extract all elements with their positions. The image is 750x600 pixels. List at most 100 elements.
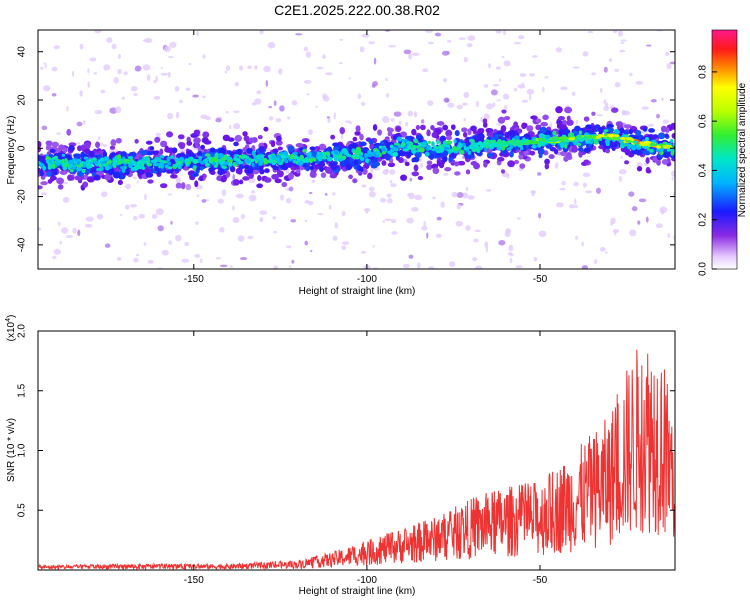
spectrogram-noise-cell <box>179 99 183 104</box>
spectrogram-noise-cell <box>185 87 191 91</box>
spectrogram-noise-cell <box>315 105 318 108</box>
spectrogram-noise-cell <box>117 53 122 59</box>
spectrogram-noise-cell <box>143 242 147 246</box>
spectrogram-noise-cell <box>555 47 562 53</box>
spectrogram-peak-cell <box>576 135 583 139</box>
spectrogram-cell <box>159 161 165 167</box>
spectrogram-cell <box>585 124 593 130</box>
spectrogram-noise-cell <box>184 241 190 247</box>
spectrogram-cell <box>458 143 463 149</box>
spectrogram-noise-cell <box>502 93 510 100</box>
spectrogram-noise-cell <box>238 65 244 71</box>
spectrogram-noise-cell <box>361 33 370 38</box>
spectrogram-noise-cell <box>628 191 635 197</box>
spectrogram-cell <box>452 145 457 151</box>
spectrogram-cell <box>597 126 605 134</box>
spectrogram-cell <box>239 179 244 185</box>
spectrogram-noise-cell <box>483 113 490 120</box>
spectrogram-noise-cell <box>490 89 498 96</box>
spectrogram-noise-cell <box>371 83 376 88</box>
spectrogram-noise-cell <box>463 117 466 122</box>
spectrogram-noise-cell <box>248 194 257 202</box>
spectrogram-noise-cell <box>427 41 435 45</box>
spectrogram-cell <box>67 174 74 181</box>
spectrogram-noise-cell <box>142 64 151 71</box>
spectrogram-cell <box>355 125 361 132</box>
spectrogram-noise-cell <box>604 251 608 254</box>
spectrogram-noise-cell <box>237 235 245 242</box>
spectrogram-cell <box>295 142 304 148</box>
spectrogram-cell <box>235 160 239 165</box>
spectrogram-noise-cell <box>288 186 294 192</box>
spectrogram-cell <box>285 162 293 168</box>
spectrogram-cell <box>213 157 219 163</box>
svg-text:(x104): (x104) <box>5 315 17 342</box>
spectrogram-noise-cell <box>121 96 125 100</box>
colorbar-ticks: 0.0 0.2 0.4 0.6 0.8 <box>698 64 717 276</box>
spectrogram-noise-cell <box>559 187 566 191</box>
spectrogram-noise-cell <box>169 41 177 49</box>
spectrogram-cell <box>225 170 231 178</box>
spectrogram-noise-cell <box>495 30 503 34</box>
spectrogram-cell <box>672 143 675 147</box>
spectrogram-noise-cell <box>291 100 298 106</box>
spectrogram-noise-cell <box>175 177 181 184</box>
spectrogram-noise-cell <box>134 65 142 72</box>
spectrogram-cell <box>486 152 494 158</box>
spectrogram-y-tick-label: 0 <box>17 145 28 151</box>
spectrogram-noise-cell <box>473 238 479 243</box>
spectrogram-noise-cell <box>155 208 164 216</box>
spectrogram-cell <box>166 156 171 162</box>
spectrogram-noise-cell <box>406 217 414 224</box>
spectrogram-noise-cell <box>666 63 672 70</box>
spectrogram-cell <box>246 148 252 154</box>
spectrogram-noise-cell <box>456 191 464 198</box>
spectrogram-noise-cell <box>254 65 258 70</box>
spectrogram-noise-cell <box>309 191 313 195</box>
spectrogram-cell <box>414 139 419 144</box>
spectrogram-cell <box>88 150 95 158</box>
spectrogram-cell <box>287 172 294 180</box>
spectrogram-cell <box>458 149 465 155</box>
spectrogram-cell <box>95 167 102 172</box>
spectrogram-cell <box>367 149 372 155</box>
spectrogram-cell <box>469 139 475 143</box>
spectrogram-noise-cell <box>504 231 511 238</box>
spectrogram-cell <box>134 164 141 170</box>
spectrogram-cell <box>271 162 276 166</box>
spectrogram-peak-cell <box>639 143 649 147</box>
spectrogram-noise-cell <box>233 123 241 130</box>
spectrogram-cell <box>251 162 255 168</box>
spectrogram-cell <box>86 164 91 170</box>
spectrogram-cell <box>348 174 353 180</box>
spectrogram-cell <box>580 161 588 166</box>
spectrogram-noise-cell <box>508 244 514 252</box>
spectrogram-noise-cell <box>195 221 199 225</box>
spectrogram-noise-cell <box>421 225 428 231</box>
spectrogram-cell <box>332 142 339 147</box>
spectrogram-cell <box>610 141 616 146</box>
spectrogram-noise-cell <box>311 179 316 183</box>
spectrogram-cell <box>521 122 527 130</box>
spectrogram-cell <box>615 129 620 135</box>
spectrogram-noise-cell <box>94 30 102 34</box>
spectrogram-noise-cell <box>53 45 60 50</box>
spectrogram-noise-cell <box>393 111 402 117</box>
spectrogram-noise-cell <box>97 136 101 140</box>
spectrogram-cell <box>264 168 270 174</box>
spectrogram-noise-cell <box>582 182 587 188</box>
spectrogram-cell <box>497 116 506 124</box>
spectrogram-cell <box>352 178 358 184</box>
spectrogram-cell <box>275 157 280 162</box>
spectrogram-cell <box>222 134 231 142</box>
spectrogram-y-tick-label: -20 <box>17 189 28 204</box>
spectrogram-cell <box>467 128 472 136</box>
spectrogram-cell <box>164 147 172 153</box>
spectrogram-cell <box>149 146 155 151</box>
spectrogram-x-tick-label: -100 <box>357 274 377 285</box>
spectrogram-cell <box>386 127 392 132</box>
spectrogram-cell <box>514 135 520 141</box>
spectrogram-noise-cell <box>303 80 312 84</box>
spectrogram-noise-cell <box>538 230 547 238</box>
spectrogram-cell <box>624 160 630 165</box>
